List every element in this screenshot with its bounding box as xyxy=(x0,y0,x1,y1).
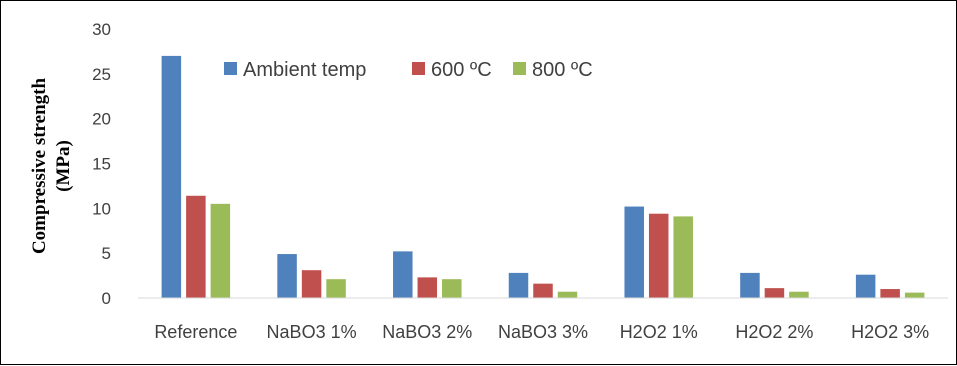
bar xyxy=(277,254,297,298)
x-tick-label: Reference xyxy=(154,322,237,342)
bar xyxy=(301,270,322,298)
y-tick-label: 5 xyxy=(102,244,111,263)
x-tick-label: H2O2 3% xyxy=(851,322,929,342)
bar xyxy=(326,279,346,298)
y-axis-label-line-2: (MPa) xyxy=(53,140,74,192)
bar xyxy=(624,206,644,298)
legend-label: 600 ºC xyxy=(431,59,492,81)
y-tick-label: 10 xyxy=(92,199,111,218)
x-tick-label: NaBO3 3% xyxy=(498,322,588,342)
bar xyxy=(557,291,578,298)
y-tick-label: 0 xyxy=(102,289,111,308)
y-axis-label-line-1: Compressive strength xyxy=(29,78,50,255)
bar xyxy=(533,283,553,298)
bar xyxy=(855,274,876,298)
legend-swatch xyxy=(224,62,237,75)
bar xyxy=(904,292,925,298)
bar xyxy=(393,251,413,298)
bar xyxy=(210,203,231,298)
y-tick-label: 15 xyxy=(92,155,111,174)
y-tick-label: 25 xyxy=(92,65,111,84)
bar xyxy=(442,279,462,298)
bar xyxy=(740,272,760,298)
x-tick-label: NaBO3 1% xyxy=(267,322,357,342)
bar xyxy=(508,272,529,298)
y-tick-label: 20 xyxy=(92,110,111,129)
bar xyxy=(648,213,669,298)
legend-swatch xyxy=(412,62,425,75)
x-tick-label: H2O2 1% xyxy=(620,322,698,342)
bar xyxy=(880,289,900,298)
bar xyxy=(789,291,809,298)
bar xyxy=(161,55,182,299)
y-tick-label: 30 xyxy=(92,20,111,39)
x-tick-label: NaBO3 2% xyxy=(382,322,472,342)
bar xyxy=(417,277,438,298)
legend-label: 800 ºC xyxy=(532,59,593,81)
bar xyxy=(764,288,785,298)
bar xyxy=(186,195,206,298)
legend-label: Ambient temp xyxy=(243,59,366,81)
x-tick-label: H2O2 2% xyxy=(735,322,813,342)
legend-swatch xyxy=(513,62,526,75)
y-axis-label: Compressive strength (MPa) xyxy=(29,78,74,255)
bar xyxy=(673,216,693,298)
